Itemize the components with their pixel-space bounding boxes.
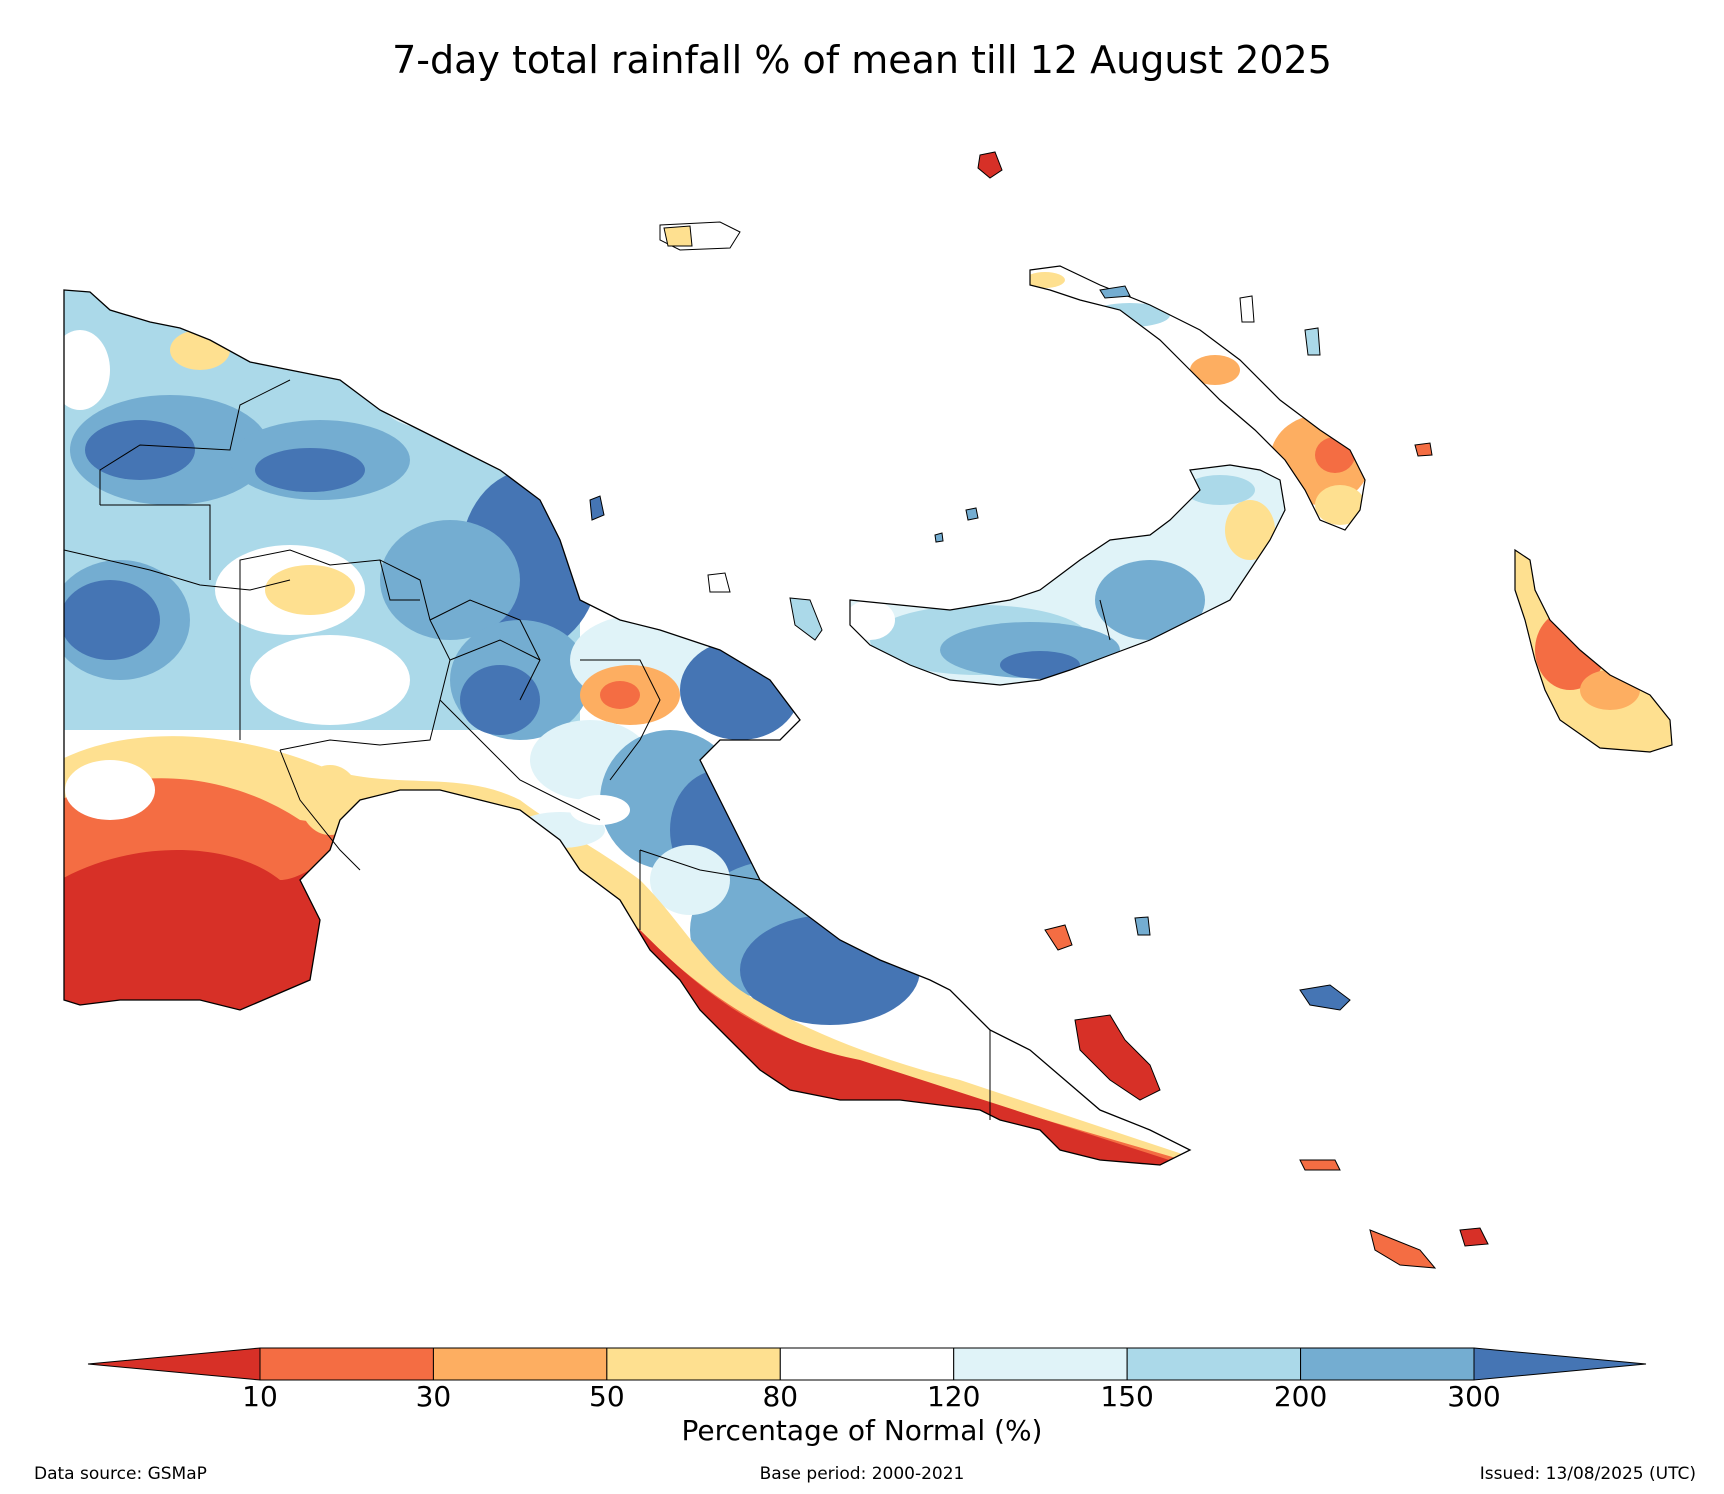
new-britain-island xyxy=(849,464,1286,686)
colorbar-tick-label: 200 xyxy=(1273,1380,1328,1413)
new-ireland-island xyxy=(1029,265,1366,531)
map-title: 7-day total rainfall % of mean till 12 A… xyxy=(392,38,1332,82)
small-islands xyxy=(589,151,1489,1269)
colorbar-bin xyxy=(1300,1347,1475,1381)
colorbar-tick-label: 120 xyxy=(926,1380,981,1413)
province-boundaries xyxy=(63,379,991,1120)
colorbar-extend-low xyxy=(87,1347,261,1381)
bougainville-island xyxy=(1514,548,1673,753)
colorbar-bin xyxy=(259,1347,434,1381)
colorbar-tick-label: 300 xyxy=(1447,1380,1501,1413)
mainland-land xyxy=(63,289,1192,1166)
colorbar-bin xyxy=(1126,1347,1302,1381)
colorbar-bin xyxy=(432,1347,608,1381)
issued-note: Issued: 13/08/2025 (UTC) xyxy=(1479,1464,1696,1484)
colorbar-tick-label: 50 xyxy=(589,1380,625,1413)
colorbar xyxy=(87,1347,1647,1381)
colorbar-tick-label: 30 xyxy=(415,1380,452,1413)
colorbar-tick-label: 10 xyxy=(242,1380,278,1413)
colorbar-bin xyxy=(953,1347,1128,1381)
base-period-note: Base period: 2000-2021 xyxy=(759,1464,965,1484)
colorbar-bin xyxy=(779,1347,955,1381)
colorbar-extend-high xyxy=(1473,1347,1647,1381)
colorbar-label: Percentage of Normal (%) xyxy=(681,1414,1043,1447)
data-source-note: Data source: GSMaP xyxy=(34,1464,207,1484)
colorbar-tick-label: 80 xyxy=(762,1380,799,1413)
colorbar-tick-label: 150 xyxy=(1100,1380,1154,1413)
colorbar-bin xyxy=(606,1347,781,1381)
